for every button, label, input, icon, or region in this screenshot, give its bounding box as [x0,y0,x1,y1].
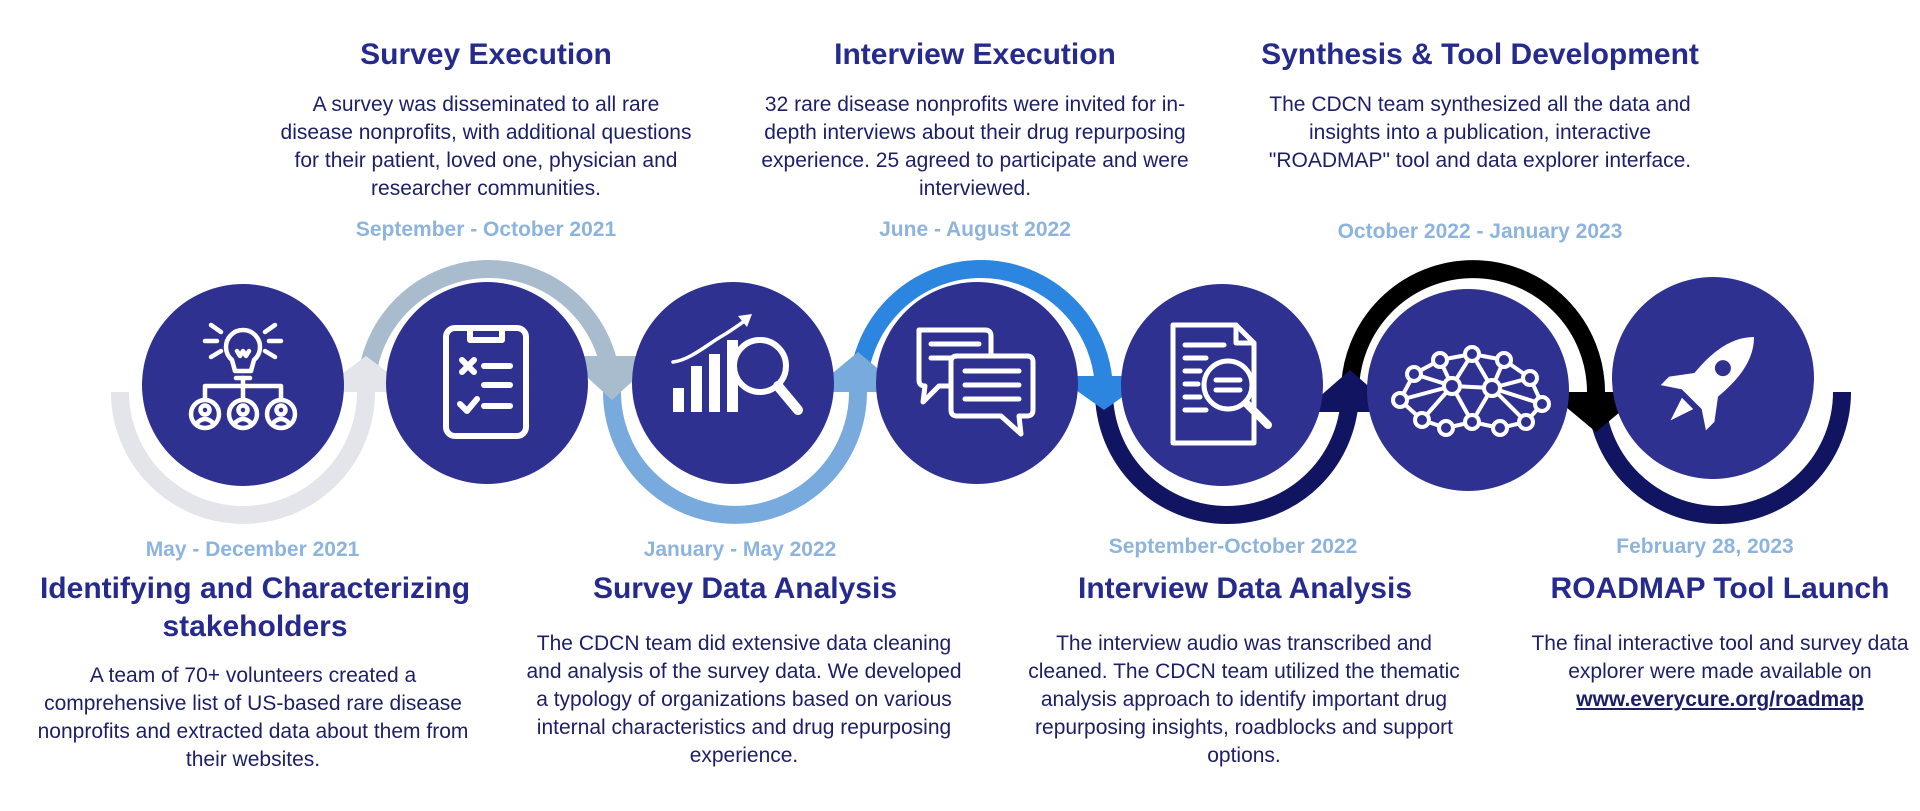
chart-magnifier-icon [671,314,803,415]
connector-arc-6 [1341,260,1605,393]
step-6-title: Synthesis & Tool Development [1261,38,1699,71]
document-search-icon [1170,322,1272,446]
chat-bubbles-icon [916,327,1036,437]
step-1-description: A team of 70+ volunteers created a compr… [37,664,469,771]
step-3-title: Survey Data Analysis [592,572,898,605]
step-icons [188,314,1755,446]
step-1-date: May - December 2021 [145,538,360,561]
step-5-date: September-October 2022 [1108,535,1358,558]
step-2-description: A survey was disseminated to all rare di… [280,93,692,200]
connector-arc-7 [1587,391,1851,524]
step-4-date: June - August 2022 [879,218,1071,241]
step-circle-6 [1367,289,1569,491]
connector-arcs [111,260,1851,524]
network-brain-icon [1391,345,1551,437]
step-2-title: Survey Execution [360,38,612,71]
step-4-description: 32 rare disease nonprofits were invited … [761,93,1189,200]
clipboard-checklist-icon [443,325,529,439]
step-2-date: September - October 2021 [355,218,617,241]
roadmap-link[interactable]: www.everycure.org/roadmap [1576,688,1864,711]
lightbulb-network-icon [188,322,298,431]
step-4-title: Interview Execution [834,38,1116,71]
step-6-date: October 2022 - January 2023 [1337,220,1623,243]
step-3-date: January - May 2022 [643,538,837,561]
step-5-title: Interview Data Analysis [1077,572,1413,605]
step-1-title: Identifying and Characterizing stakehold… [39,572,471,643]
step-6-description: The CDCN team synthesized all the data a… [1268,93,1692,172]
connector-arc-5 [1095,391,1359,524]
connector-arc-1 [111,391,375,524]
step-7-title: ROADMAP Tool Launch [1550,572,1890,605]
step-5-description: The interview audio was transcribed and … [1028,632,1460,767]
step-3-description: The CDCN team did extensive data cleanin… [526,632,962,767]
rocket-icon [1660,336,1755,431]
step-7-description: The final interactive tool and survey da… [1520,630,1920,714]
connector-arc-3 [603,391,867,524]
connector-arc-4 [849,260,1113,393]
connector-arc-2 [357,260,621,393]
step-7-date: February 28, 2023 [1616,535,1794,558]
step-7-description-text: The final interactive tool and survey da… [1531,632,1909,683]
